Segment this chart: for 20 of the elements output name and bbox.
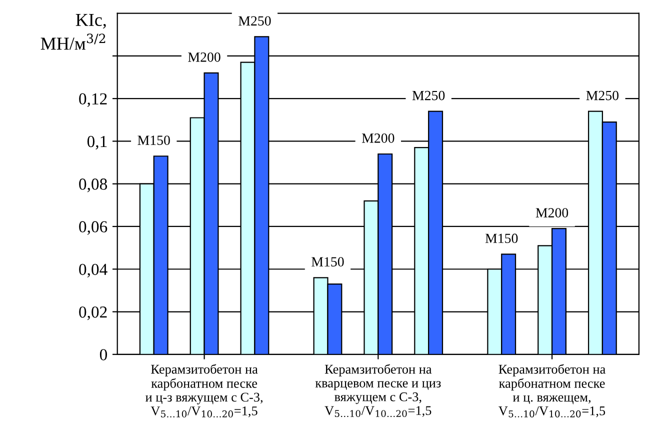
x-tick-label: Керамзитобетон на карбонатном песке и ц. вяжещем, V$_{5…10}$/V$_{10…20}$=1,5 [498, 364, 606, 418]
annotation: М200 [362, 133, 394, 143]
y-tick-label: 0,1 [87, 136, 107, 150]
annotation: М250 [412, 90, 445, 100]
annotation: М200 [188, 52, 220, 62]
x-tick-label: Керамзитобетон на карбонатном песке и ц-з вяжущем с С-3, V$_{5…10}$/V$_{10…20}$=1,5 [146, 364, 262, 418]
annotation: М150 [485, 234, 518, 244]
annotation: М250 [586, 90, 619, 100]
x-tick-label: Керамзитобетон на кварцевом песке и циз вяжущем с С-3, V$_{5…10}$/V$_{10…20}$=1,5 [315, 364, 441, 418]
y-tick-label: 0,12 [79, 93, 107, 107]
annotation: М250 [238, 16, 271, 26]
annotation: М200 [536, 208, 568, 218]
y-tick-label: 0,08 [79, 178, 107, 192]
y-axis-title: KIc, МН/м$^{3/2}$ [40, 14, 106, 50]
y-tick-label: 0,06 [79, 221, 108, 235]
annotation: М150 [312, 257, 344, 266]
y-tick-label: 0,02 [79, 306, 107, 320]
y-tick-label: 0,04 [79, 264, 108, 278]
annotation: М150 [138, 136, 170, 145]
y-tick-label: 0 [100, 349, 107, 360]
